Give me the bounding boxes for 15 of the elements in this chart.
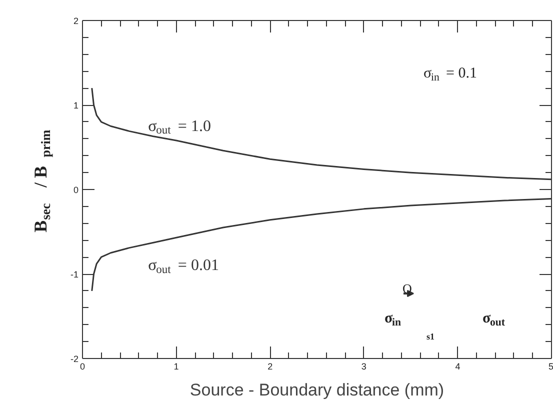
annotation: s1 (426, 332, 435, 342)
x-tick-label: 1 (174, 362, 179, 372)
y-tick-label: 1 (73, 100, 79, 110)
x-tick-label: 3 (361, 362, 366, 372)
y-tick-label: 2 (73, 16, 79, 26)
x-tick-label: 5 (548, 362, 553, 372)
x-tick-label: 0 (80, 362, 86, 372)
y-tick-label: -1 (70, 270, 79, 280)
x-tick-label: 2 (268, 362, 273, 372)
annotation: Q (402, 281, 412, 296)
y-tick-label: -2 (70, 354, 79, 364)
x-axis-title: Source - Boundary distance (mm) (190, 380, 444, 400)
y-tick-label: 0 (73, 185, 79, 195)
text: Bsec / Bprim (30, 130, 54, 232)
x-tick-label: 4 (455, 362, 460, 372)
